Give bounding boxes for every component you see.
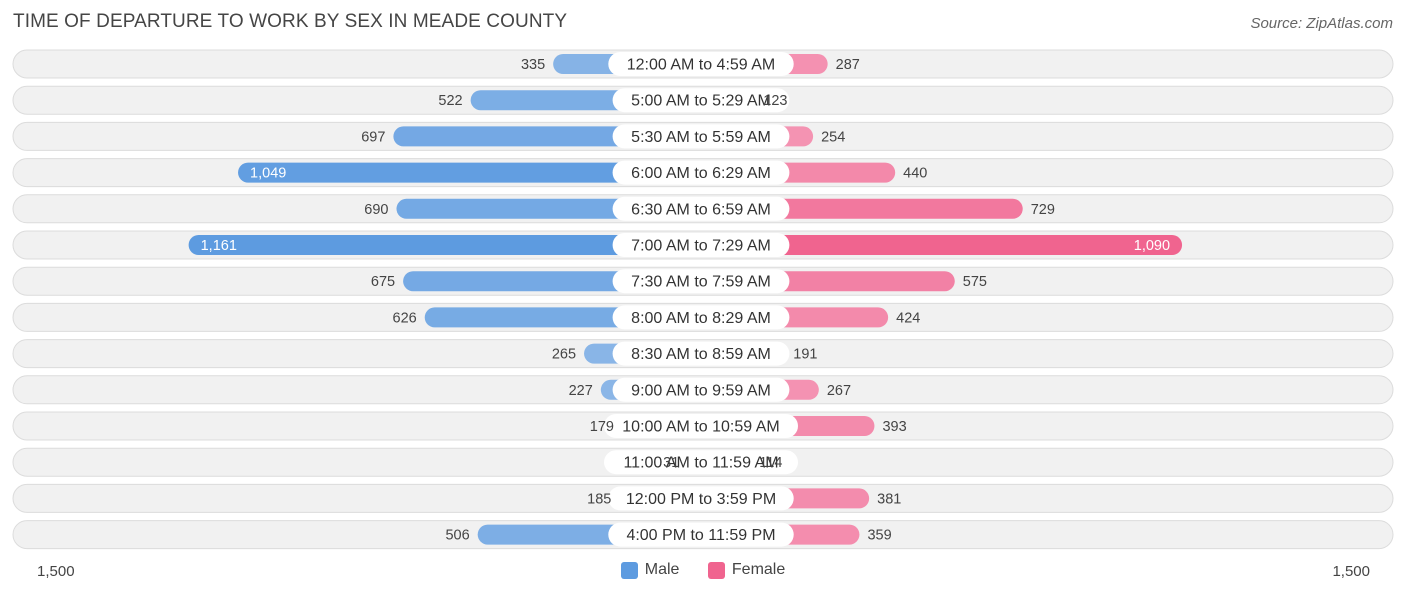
value-label-female: 1,090 bbox=[1134, 238, 1170, 254]
value-label-male: 522 bbox=[438, 93, 462, 109]
category-label: 10:00 AM to 10:59 AM bbox=[622, 419, 779, 436]
legend: Male Female bbox=[0, 561, 1406, 584]
category-label-background bbox=[612, 377, 790, 402]
bar-male bbox=[238, 162, 712, 183]
value-label-female: 114 bbox=[759, 455, 782, 471]
category-label-background bbox=[612, 305, 790, 330]
category-label: 7:30 AM to 7:59 AM bbox=[631, 274, 771, 291]
value-label-female: 575 bbox=[963, 274, 987, 290]
category-label: 7:00 AM to 7:29 AM bbox=[631, 238, 771, 255]
value-label-male: 697 bbox=[361, 129, 385, 145]
value-label-female: 729 bbox=[1031, 202, 1055, 218]
value-label-male: 227 bbox=[569, 383, 593, 399]
legend-swatch-female bbox=[707, 561, 725, 579]
category-label-background bbox=[612, 160, 790, 185]
category-label-background bbox=[604, 450, 798, 475]
legend-label-female: Female bbox=[731, 561, 786, 578]
category-label: 12:00 AM to 4:59 AM bbox=[627, 57, 776, 74]
category-label-background bbox=[604, 414, 798, 438]
source-label: Source: ZipAtlas.com bbox=[1250, 15, 1393, 32]
value-label-female: 440 bbox=[903, 166, 927, 182]
value-label-female: 287 bbox=[836, 57, 860, 73]
category-label: 5:00 AM to 5:29 AM bbox=[631, 93, 771, 110]
category-label: 6:00 AM to 6:29 AM bbox=[631, 165, 771, 182]
bar-male bbox=[188, 235, 711, 255]
category-label: 8:00 AM to 8:29 AM bbox=[631, 310, 771, 327]
value-label-female: 123 bbox=[763, 93, 787, 109]
category-label-background bbox=[608, 52, 794, 76]
value-label-female: 359 bbox=[867, 528, 891, 544]
category-label-background bbox=[612, 88, 790, 113]
value-label-female: 267 bbox=[827, 383, 851, 399]
value-label-female: 254 bbox=[821, 129, 845, 145]
value-label-male: 265 bbox=[552, 347, 576, 363]
value-label-female: 191 bbox=[793, 347, 817, 363]
value-label-male: 506 bbox=[445, 528, 469, 544]
value-label-male: 1,161 bbox=[201, 238, 237, 254]
value-label-female: 424 bbox=[896, 310, 920, 326]
axis-left-label: 1,500 bbox=[37, 563, 75, 580]
category-label-background bbox=[612, 196, 790, 221]
value-label-female: 393 bbox=[882, 419, 906, 435]
value-label-male: 675 bbox=[371, 274, 395, 290]
category-label: 6:30 AM to 6:59 AM bbox=[631, 201, 771, 218]
legend-item-female: Female bbox=[707, 561, 786, 579]
category-label: 11:00 AM to 11:59 AM bbox=[623, 455, 778, 472]
value-label-male: 31 bbox=[663, 455, 679, 471]
legend-swatch-male bbox=[620, 561, 638, 579]
category-label-background bbox=[608, 486, 794, 511]
bar-female bbox=[691, 235, 1183, 255]
value-label-male: 185 bbox=[587, 491, 611, 507]
category-label: 9:00 AM to 9:59 AM bbox=[631, 382, 771, 399]
value-label-male: 690 bbox=[364, 202, 388, 218]
value-label-female: 381 bbox=[877, 491, 901, 507]
category-label: 5:30 AM to 5:59 AM bbox=[631, 129, 771, 146]
category-label-background bbox=[612, 124, 790, 149]
legend-item-male: Male bbox=[620, 561, 680, 579]
value-label-male: 335 bbox=[521, 57, 545, 73]
value-label-male: 1,049 bbox=[250, 166, 286, 182]
category-label-background bbox=[608, 522, 794, 547]
category-label-background bbox=[612, 269, 790, 294]
legend-label-male: Male bbox=[644, 561, 680, 578]
value-label-male: 626 bbox=[393, 310, 417, 326]
category-label-background bbox=[612, 233, 790, 257]
category-label-background bbox=[612, 341, 790, 366]
value-label-male: 179 bbox=[590, 419, 614, 435]
diverging-bar-chart: 12:00 AM to 4:59 AM 335 287 5:00 AM to 5:29… bbox=[12, 49, 1394, 550]
category-label: 12:00 PM to 3:59 PM bbox=[626, 491, 776, 508]
axis-right-label: 1,500 bbox=[1332, 563, 1370, 580]
category-label: 4:00 PM to 11:59 PM bbox=[626, 527, 775, 544]
chart-title: TIME OF DEPARTURE TO WORK BY SEX IN MEAD… bbox=[13, 11, 568, 32]
category-label: 8:30 AM to 8:59 AM bbox=[631, 346, 771, 363]
